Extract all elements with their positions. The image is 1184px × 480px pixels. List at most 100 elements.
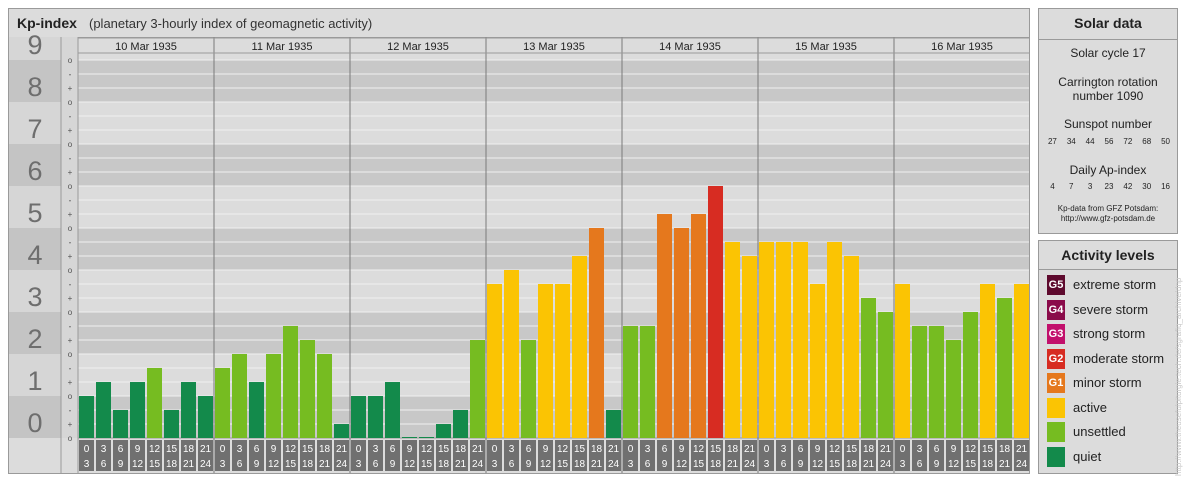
interval-end: 21 bbox=[863, 459, 875, 470]
kp-bar bbox=[300, 340, 315, 438]
kp-bar bbox=[725, 241, 740, 438]
kp-bar bbox=[317, 354, 332, 438]
y-minor-tick: - bbox=[69, 238, 72, 247]
band-6 bbox=[78, 144, 1029, 186]
interval-end: 21 bbox=[319, 459, 331, 470]
y-minor-tick: - bbox=[69, 280, 72, 289]
y-tick-label: 8 bbox=[27, 72, 42, 102]
interval-cell bbox=[453, 440, 468, 471]
interval-cell bbox=[113, 440, 128, 471]
kp-bar bbox=[232, 354, 247, 438]
interval-start: 18 bbox=[727, 444, 739, 455]
kp-bar bbox=[96, 382, 111, 438]
kp-bar bbox=[708, 186, 723, 438]
interval-cell bbox=[912, 440, 927, 471]
y-minor-tick: o bbox=[68, 182, 73, 191]
interval-cell bbox=[334, 440, 349, 471]
watermark-url: http://www.theusefulpiturgie.tech.de/sgr… bbox=[1174, 277, 1183, 476]
interval-end: 9 bbox=[254, 459, 260, 470]
interval-cell bbox=[589, 440, 604, 471]
kp-bar bbox=[385, 382, 400, 438]
interval-start: 0 bbox=[356, 444, 362, 455]
kp-bar bbox=[351, 396, 366, 438]
legend-swatch: G3 bbox=[1047, 324, 1065, 344]
kp-bar bbox=[776, 241, 791, 438]
interval-start: 9 bbox=[815, 444, 821, 455]
kp-bar bbox=[402, 437, 417, 438]
legend-swatch: G1 bbox=[1047, 373, 1065, 393]
interval-cell bbox=[895, 440, 910, 471]
sunspot-value: 68 bbox=[1142, 137, 1152, 146]
interval-start: 0 bbox=[764, 444, 770, 455]
interval-end: 18 bbox=[574, 459, 586, 470]
band-3 bbox=[78, 270, 1029, 312]
source-url: http://www.gfz-potsdam.de bbox=[1060, 214, 1156, 223]
interval-cell bbox=[623, 440, 638, 471]
interval-cell bbox=[793, 440, 808, 471]
kp-bar bbox=[623, 325, 638, 438]
interval-end: 6 bbox=[373, 459, 379, 470]
y-minor-tick: - bbox=[69, 154, 72, 163]
kp-bar bbox=[810, 283, 825, 438]
interval-cell bbox=[674, 440, 689, 471]
interval-end: 6 bbox=[645, 459, 651, 470]
interval-end: 9 bbox=[934, 459, 940, 470]
interval-start: 12 bbox=[285, 444, 297, 455]
interval-end: 24 bbox=[336, 459, 348, 470]
y-minor-tick: o bbox=[68, 434, 73, 443]
interval-end: 24 bbox=[744, 459, 756, 470]
day-label: 10 Mar 1935 bbox=[115, 41, 177, 53]
y-minor-tick: o bbox=[68, 98, 73, 107]
interval-end: 24 bbox=[1016, 459, 1028, 470]
legend-label: active bbox=[1073, 399, 1107, 415]
y-minor-tick: - bbox=[69, 406, 72, 415]
sunspot-value: 27 bbox=[1047, 137, 1057, 146]
carrington-rotation-label: Carrington rotation bbox=[1058, 75, 1158, 89]
interval-end: 12 bbox=[132, 459, 144, 470]
interval-cell bbox=[572, 440, 587, 471]
interval-cell bbox=[878, 440, 893, 471]
interval-cell bbox=[657, 440, 672, 471]
kp-bar bbox=[606, 409, 621, 438]
interval-cell bbox=[946, 440, 961, 471]
kp-bar bbox=[266, 354, 281, 438]
legend-swatch: G4 bbox=[1047, 299, 1065, 320]
interval-end: 15 bbox=[557, 459, 569, 470]
kp-bar bbox=[113, 409, 128, 438]
y-minor-tick: o bbox=[68, 350, 73, 359]
y-band-4 bbox=[9, 228, 61, 270]
interval-cell bbox=[827, 440, 842, 471]
interval-end: 12 bbox=[676, 459, 688, 470]
carrington-rotation-number: number 1090 bbox=[1072, 89, 1144, 103]
chart-title: Kp-index bbox=[17, 15, 77, 31]
y-minor-tick: o bbox=[68, 140, 73, 149]
y-minor-tick: - bbox=[69, 406, 72, 415]
interval-cell bbox=[759, 440, 774, 471]
kp-bar bbox=[436, 424, 451, 438]
interval-end: 12 bbox=[404, 459, 416, 470]
interval-start: 15 bbox=[302, 444, 314, 455]
legend-label: severe storm bbox=[1073, 301, 1149, 317]
y-tick-label: 2 bbox=[27, 324, 42, 354]
band-7 bbox=[78, 102, 1029, 144]
y-minor-tick: - bbox=[69, 238, 72, 247]
kp-bar bbox=[674, 228, 689, 438]
kp-bar bbox=[878, 312, 893, 438]
interval-start: 15 bbox=[166, 444, 178, 455]
interval-cell bbox=[810, 440, 825, 471]
interval-start: 12 bbox=[421, 444, 433, 455]
interval-start: 18 bbox=[319, 444, 331, 455]
legend-label: quiet bbox=[1073, 448, 1102, 464]
solar-data-panel: Solar data Solar cycle 17 Carrington rot… bbox=[1038, 8, 1178, 234]
interval-end: 21 bbox=[455, 459, 467, 470]
kp-bar bbox=[521, 340, 536, 438]
band-5 bbox=[78, 186, 1029, 228]
kp-bar bbox=[334, 424, 349, 438]
interval-start: 3 bbox=[237, 444, 243, 455]
interval-end: 15 bbox=[965, 459, 977, 470]
interval-start: 0 bbox=[492, 444, 498, 455]
day-label: 15 Mar 1935 bbox=[795, 41, 857, 53]
interval-cell bbox=[147, 440, 162, 471]
interval-start: 21 bbox=[200, 444, 212, 455]
interval-start: 12 bbox=[149, 444, 161, 455]
